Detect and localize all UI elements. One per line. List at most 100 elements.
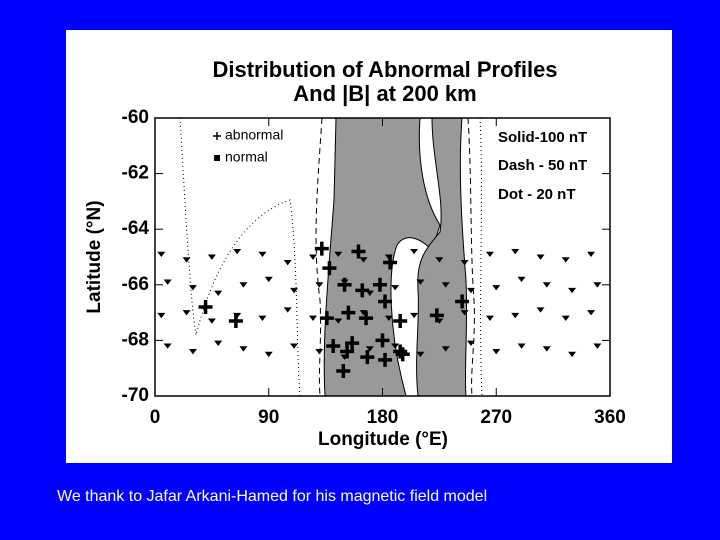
dot-marker [163, 279, 172, 285]
dot-marker [568, 351, 577, 358]
plus-marker [355, 283, 370, 298]
y-tick-label: -70 [122, 385, 149, 406]
x-tick-label: 360 [594, 407, 626, 428]
dot-marker [308, 315, 317, 321]
dot-marker [416, 279, 425, 285]
dot-marker [511, 312, 520, 319]
y-tick-label: -60 [122, 107, 149, 128]
dot-marker [214, 290, 223, 296]
plus-marker [341, 305, 356, 320]
dot-marker [340, 354, 349, 360]
dot-marker [536, 307, 545, 313]
dot-marker [182, 257, 191, 263]
dot-marker [587, 251, 596, 258]
dot-marker [561, 257, 570, 263]
dot-marker [258, 251, 267, 258]
dot-marker [283, 307, 292, 313]
y-tick-label: -66 [122, 274, 149, 295]
plus-marker [393, 313, 408, 328]
dot-marker [157, 251, 166, 258]
plus-marker [322, 261, 337, 276]
x-tick-label: 0 [150, 407, 161, 428]
dot-marker [568, 287, 577, 294]
dot-marker [410, 312, 419, 319]
plus-marker [372, 277, 387, 292]
dot-marker [233, 248, 242, 255]
dot-marker [239, 282, 248, 288]
plus-marker [360, 350, 375, 365]
y-axis-label: Latitude (°N) [84, 200, 105, 313]
plus-marker [378, 352, 393, 367]
contour-100 [416, 117, 468, 397]
dot-marker [391, 285, 400, 291]
plus-marker [336, 363, 351, 378]
dot-marker [466, 340, 475, 347]
dot-marker [485, 251, 494, 258]
dot-marker [441, 346, 450, 352]
dot-marker [239, 346, 248, 352]
plus-marker [378, 294, 393, 309]
plus-marker [319, 311, 334, 326]
plus-marker [393, 344, 408, 359]
dot-marker [542, 346, 551, 352]
dot-marker [258, 315, 267, 321]
dot-marker [517, 343, 526, 349]
dot-marker [435, 257, 444, 263]
dot-marker [188, 285, 197, 291]
dot-marker [593, 343, 602, 349]
dot-marker [511, 248, 520, 255]
dot-marker [365, 346, 374, 352]
dot-marker [384, 315, 393, 321]
dot-marker [207, 318, 216, 324]
annotation: Dot - 20 nT [498, 186, 576, 203]
dot-marker [315, 349, 324, 355]
plus-marker [345, 336, 360, 351]
contour-20 [479, 117, 483, 397]
dot-marker [492, 349, 501, 355]
contour-20 [179, 117, 301, 397]
dot-marker [359, 257, 368, 263]
dot-marker [359, 310, 368, 316]
annotation: Solid-100 nT [498, 129, 587, 146]
x-tick-label: 180 [367, 407, 399, 428]
dot-marker [163, 343, 172, 349]
chart-title: Distribution of Abnormal Profiles [212, 57, 557, 82]
dot-marker [593, 282, 602, 288]
dot-marker [460, 310, 469, 316]
plus-marker [375, 333, 390, 348]
dot-marker [283, 260, 292, 266]
plus-marker [326, 338, 341, 353]
dot-marker [410, 248, 419, 255]
dot-marker [435, 318, 444, 324]
dot-marker [460, 260, 469, 266]
plus-marker [455, 294, 470, 309]
dot-marker [264, 276, 273, 283]
dot-marker [340, 279, 349, 285]
dot-marker [485, 315, 494, 321]
dot-marker [517, 276, 526, 283]
dot-marker [466, 287, 475, 294]
dot-marker [441, 282, 450, 288]
dot-marker [561, 315, 570, 321]
chart-title: And |B| at 200 km [293, 81, 476, 106]
dot-marker [315, 282, 324, 288]
dot-marker [290, 287, 299, 294]
dot-marker [188, 349, 197, 355]
plus-marker [198, 300, 213, 315]
dot-marker [542, 282, 551, 288]
dot-marker [207, 254, 216, 260]
y-tick-label: -64 [122, 218, 150, 239]
dot-marker [214, 340, 223, 347]
plus-marker [314, 241, 329, 256]
dot-marker [334, 318, 343, 324]
x-axis-label: Longitude (°E) [318, 429, 448, 450]
dot-marker [182, 310, 191, 316]
dot-marker [416, 351, 425, 358]
legend-symbol [214, 155, 220, 161]
dot-marker [365, 290, 374, 296]
dot-marker [157, 312, 166, 319]
dot-marker [233, 312, 242, 319]
legend-label: abnormal [225, 127, 283, 143]
dot-marker [384, 254, 393, 260]
